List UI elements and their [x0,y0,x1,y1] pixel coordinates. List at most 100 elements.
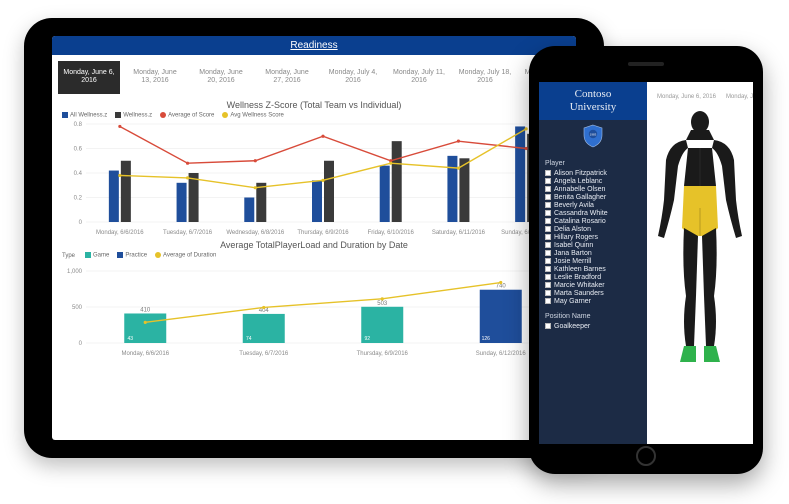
player-item[interactable]: Jana Barton [545,249,643,257]
player-item[interactable]: Annabelle Olsen [545,185,643,193]
player-item[interactable]: Benita Gallagher [545,193,643,201]
svg-text:Saturday, 6/11/2016: Saturday, 6/11/2016 [432,230,486,236]
player-item[interactable]: Isabel Quinn [545,241,643,249]
svg-text:126: 126 [482,336,491,342]
checkbox-icon[interactable] [545,266,551,272]
legend-item: Average of Duration [155,252,216,259]
checkbox-icon[interactable] [545,170,551,176]
legend-item: Avg Wellness Score [222,112,283,119]
date-tab[interactable]: Monday, July 4,2016 [322,61,384,94]
player-label: Kathleen Barnes [554,266,606,273]
player-item[interactable]: Delia Alston [545,225,643,233]
legend-item: All Wellness.z [62,112,107,119]
page-title: Readiness [52,36,576,55]
legend-item: Game [85,252,109,259]
svg-text:Thursday, 6/9/2016: Thursday, 6/9/2016 [357,351,409,357]
svg-text:0.2: 0.2 [74,196,83,202]
svg-text:74: 74 [246,336,252,342]
svg-text:0.6: 0.6 [74,147,83,153]
svg-text:740: 740 [496,284,507,290]
anatomy-figure [652,108,748,378]
player-item[interactable]: Hillary Rogers [545,233,643,241]
checkbox-icon[interactable] [545,178,551,184]
svg-text:Thursday, 6/9/2016: Thursday, 6/9/2016 [297,230,349,236]
phone-sidebar: Contoso University 1983 Player Alison Fi… [539,82,647,444]
phone-screen: Contoso University 1983 Player Alison Fi… [539,82,753,444]
chart1-legend: All Wellness.zWellness.zAverage of Score… [52,112,576,121]
checkbox-icon[interactable] [545,274,551,280]
player-label: Leslie Bradford [554,274,601,281]
svg-text:410: 410 [140,307,151,313]
position-item[interactable]: Goalkeeper [545,322,643,330]
player-label: Isabel Quinn [554,242,593,249]
player-label: Alison Fitzpatrick [554,170,607,177]
checkbox-icon[interactable] [545,290,551,296]
date-tab[interactable]: Monday, July 11,2016 [388,61,450,94]
home-button[interactable] [636,446,656,466]
player-item[interactable]: May Garner [545,297,643,305]
brand-title: Contoso University [539,82,647,120]
tablet-screen: Readiness Monday, June 6,2016Monday, Jun… [52,36,576,440]
player-label: Cassandra White [554,210,608,217]
checkbox-icon[interactable] [545,186,551,192]
player-label: Angela Leblanc [554,178,602,185]
chart1-title: Wellness Z-Score (Total Team vs Individu… [52,98,576,112]
player-label: Beverly Avila [554,202,594,209]
player-label: Josie Merrill [554,258,591,265]
svg-text:Tuesday, 6/7/2016: Tuesday, 6/7/2016 [163,230,213,236]
player-label: Annabelle Olsen [554,186,605,193]
svg-text:500: 500 [72,305,83,311]
player-item[interactable]: Angela Leblanc [545,177,643,185]
checkbox-icon[interactable] [545,323,551,329]
brand-line2: University [541,101,645,114]
phone-frame: Contoso University 1983 Player Alison Fi… [529,46,763,474]
player-item[interactable]: Catalina Rosario [545,217,643,225]
svg-text:Friday, 6/10/2016: Friday, 6/10/2016 [368,230,415,236]
date-tab[interactable]: Monday, June27, 2016 [256,61,318,94]
checkbox-icon[interactable] [545,282,551,288]
svg-text:43: 43 [127,336,133,342]
legend-item: Wellness.z [115,112,152,119]
date-tab[interactable]: Monday, June20, 2016 [190,61,252,94]
chart2-legend: TypeGamePracticeAverage of Duration [52,252,576,261]
checkbox-icon[interactable] [545,210,551,216]
position-list: Goalkeeper [539,322,647,334]
svg-text:0.4: 0.4 [74,171,83,177]
player-label: Marta Saunders [554,290,604,297]
checkbox-icon[interactable] [545,298,551,304]
player-label: Marcie Whitaker [554,282,605,289]
date-tab[interactable]: Monday, June 6,2016 [58,61,120,94]
svg-text:Sunday, 6/12/2016: Sunday, 6/12/2016 [476,351,527,357]
player-list: Alison FitzpatrickAngela LeblancAnnabell… [539,169,647,309]
svg-text:503: 503 [377,301,388,307]
date-tabs: Monday, June 6,2016Monday, June13, 2016M… [52,55,576,98]
date-tab[interactable]: Monday, July 18,2016 [454,61,516,94]
phone-main: Monday, June 6, 2016 Monday, Ju [647,82,753,444]
checkbox-icon[interactable] [545,194,551,200]
player-item[interactable]: Marta Saunders [545,289,643,297]
phone-date-tabs: Monday, June 6, 2016 Monday, Ju [647,82,753,104]
checkbox-icon[interactable] [545,242,551,248]
player-item[interactable]: Marcie Whitaker [545,281,643,289]
checkbox-icon[interactable] [545,258,551,264]
svg-text:Monday, 6/6/2016: Monday, 6/6/2016 [121,351,169,357]
player-item[interactable]: Beverly Avila [545,201,643,209]
phone-date-tab[interactable]: Monday, June 6, 2016 [657,94,716,100]
player-label: Hillary Rogers [554,234,598,241]
player-item[interactable]: Leslie Bradford [545,273,643,281]
player-label: Delia Alston [554,226,591,233]
wellness-chart: 0.80.60.40.20Monday, 6/6/2016Tuesday, 6/… [62,120,566,238]
date-tab[interactable]: Monday, June13, 2016 [124,61,186,94]
legend-prefix: Type [62,253,75,259]
phone-date-tab[interactable]: Monday, Ju [726,94,753,100]
player-item[interactable]: Kathleen Barnes [545,265,643,273]
checkbox-icon[interactable] [545,202,551,208]
checkbox-icon[interactable] [545,218,551,224]
checkbox-icon[interactable] [545,250,551,256]
checkbox-icon[interactable] [545,226,551,232]
player-item[interactable]: Josie Merrill [545,257,643,265]
player-label: Benita Gallagher [554,194,606,201]
player-item[interactable]: Cassandra White [545,209,643,217]
player-item[interactable]: Alison Fitzpatrick [545,169,643,177]
checkbox-icon[interactable] [545,234,551,240]
